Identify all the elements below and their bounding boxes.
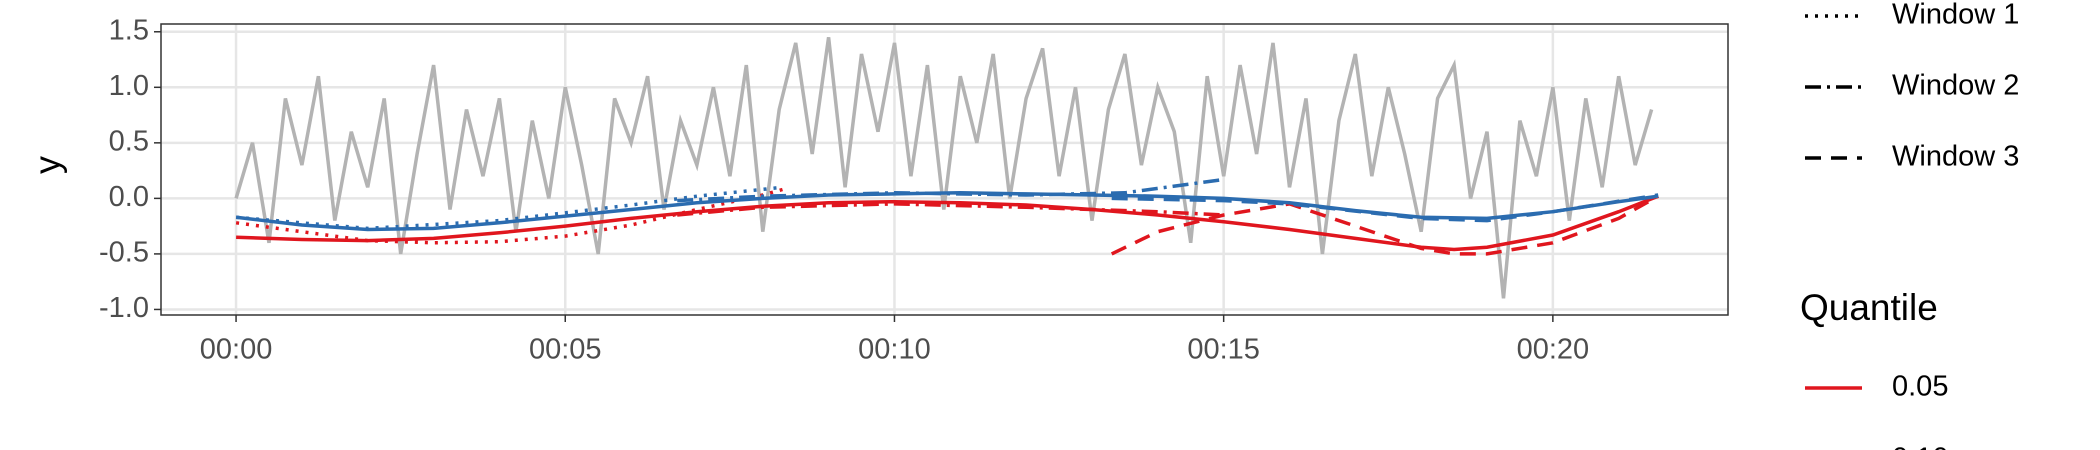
raw-series: [234, 37, 1654, 299]
quantile-line: [236, 194, 1659, 252]
y-tick-label: 1.5: [109, 14, 149, 46]
quantile-line: [677, 202, 1224, 217]
y-axis-label: y: [27, 156, 68, 174]
x-tick-label: 00:05: [529, 334, 602, 366]
y-tick-label: 0.0: [109, 181, 149, 213]
y-tick-label: 0.5: [109, 125, 149, 157]
quantile-line: [677, 177, 1224, 203]
plot-border: [160, 23, 1729, 316]
legend-title: Quantile: [1800, 287, 1938, 328]
legend-label: Window 1: [1892, 0, 2019, 31]
y-tick-label: -1.0: [99, 292, 149, 324]
legend-label: 0.10: [1892, 443, 1948, 450]
legend-label: 0.05: [1892, 371, 1948, 403]
quantile-line: [1110, 194, 1660, 256]
y-tick-label: 1.0: [109, 70, 149, 102]
quantile-line: [1111, 193, 1659, 223]
quantile-line: [235, 185, 783, 231]
legend-label: Window 3: [1892, 141, 2019, 173]
x-tick-label: 00:00: [200, 334, 273, 366]
legend-label: Window 2: [1892, 70, 2019, 102]
plot-background: [161, 24, 1728, 315]
x-tick-label: 00:20: [1517, 334, 1590, 366]
y-tick-label: -0.5: [99, 237, 149, 269]
x-tick-label: 00:10: [858, 334, 931, 366]
x-tick-label: 00:15: [1187, 334, 1260, 366]
